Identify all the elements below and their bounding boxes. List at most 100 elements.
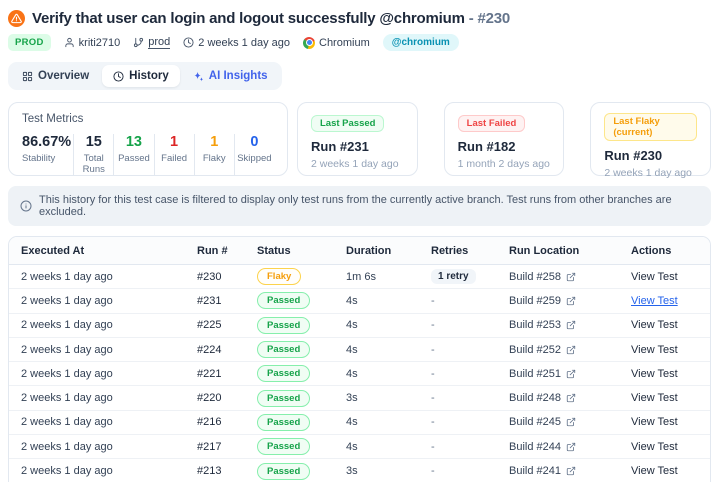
view-test-link[interactable]: View Test: [631, 343, 678, 356]
build-link-label: Build #241: [509, 465, 561, 478]
cell-retries: -: [431, 392, 435, 405]
last-flaky-badge: Last Flaky (current): [604, 113, 698, 141]
col-status: Status: [257, 244, 291, 257]
status-badge: Passed: [257, 438, 311, 456]
build-link[interactable]: Build #244: [509, 441, 576, 453]
cell-retries: -: [431, 465, 435, 478]
cell-run-number: #216: [197, 416, 222, 429]
cell-status: Passed: [257, 365, 346, 383]
cell-duration: 4s: [346, 294, 358, 307]
stat-skipped-label: Skipped: [237, 153, 272, 164]
stat-stability-label: Stability: [22, 153, 56, 164]
tab-ai-insights[interactable]: AI Insights: [182, 65, 279, 87]
view-test-link[interactable]: View Test: [631, 440, 678, 453]
last-passed-run: Run #231: [311, 139, 369, 154]
view-test-link[interactable]: View Test: [631, 416, 678, 429]
branch-link[interactable]: prod: [148, 36, 171, 49]
external-link-icon: [566, 272, 576, 281]
metrics-stats-row: 86.67% Stability 15 Total Runs 13 Passed…: [22, 134, 274, 175]
last-failed-badge: Last Failed: [457, 115, 526, 132]
stat-passed: 13 Passed: [114, 134, 155, 175]
last-passed-card[interactable]: Last Passed Run #231 2 weeks 1 day ago: [297, 102, 418, 176]
status-badge: Passed: [257, 413, 311, 431]
cell-retries: 1 retry: [431, 269, 476, 285]
col-actions: Actions: [631, 244, 672, 257]
build-link[interactable]: Build #252: [509, 344, 576, 356]
cell-run-number: #221: [197, 367, 222, 380]
cell-duration: 4s: [346, 319, 358, 332]
tab-ai-insights-label: AI Insights: [208, 70, 268, 82]
build-link[interactable]: Build #258: [509, 271, 576, 283]
external-link-icon: [566, 393, 576, 403]
table-row: 2 weeks 1 day ago #230 Flaky 1m 6s 1 ret…: [9, 265, 710, 290]
table-row: 2 weeks 1 day ago #216 Passed 4s - Build…: [9, 411, 710, 436]
status-badge: Flaky: [257, 268, 302, 286]
cell-run-location: Build #253: [509, 319, 631, 331]
col-retries: Retries: [431, 244, 469, 257]
page-header: Verify that user can login and logout su…: [8, 10, 711, 27]
cell-actions: View Test: [631, 441, 710, 453]
status-badge: Passed: [257, 462, 311, 480]
build-link[interactable]: Build #251: [509, 368, 576, 380]
cell-duration: 4s: [346, 416, 358, 429]
cell-duration: 3s: [346, 465, 358, 478]
cell-executed-at: 2 weeks 1 day ago: [21, 319, 113, 332]
build-link[interactable]: Build #245: [509, 416, 576, 428]
cell-retries: -: [431, 440, 435, 453]
stat-skipped-value: 0: [250, 134, 259, 150]
cell-retries: -: [431, 343, 435, 356]
cell-status: Passed: [257, 341, 346, 359]
cell-executed-at: 2 weeks 1 day ago: [21, 294, 113, 307]
build-link[interactable]: Build #259: [509, 295, 576, 307]
tab-history[interactable]: History: [102, 65, 180, 87]
author-name: kriti2710: [78, 36, 121, 49]
cell-actions: View Test: [631, 465, 710, 477]
cell-duration: 3s: [346, 392, 358, 405]
build-link[interactable]: Build #248: [509, 392, 576, 404]
cell-status: Passed: [257, 438, 346, 456]
cell-actions: View Test: [631, 416, 710, 428]
view-test-link[interactable]: View Test: [631, 294, 678, 307]
col-duration: Duration: [346, 244, 392, 257]
stat-flaky-value: 1: [210, 134, 219, 150]
view-test-link[interactable]: View Test: [631, 270, 678, 283]
external-link-icon: [566, 345, 576, 354]
cell-actions: View Test: [631, 319, 710, 331]
tab-history-label: History: [129, 70, 169, 82]
last-failed-time: 1 month 2 days ago: [457, 158, 550, 170]
sparkles-icon: [194, 71, 203, 81]
view-test-link[interactable]: View Test: [631, 392, 678, 405]
tag-badge-chromium[interactable]: @chromium: [382, 34, 459, 51]
cell-retries: -: [431, 416, 435, 429]
build-link[interactable]: Build #241: [509, 465, 576, 477]
stat-flaky: 1 Flaky: [195, 134, 235, 175]
stat-stability: 86.67% Stability: [22, 134, 75, 175]
cell-executed-at: 2 weeks 1 day ago: [21, 367, 113, 380]
stat-flaky-label: Flaky: [202, 153, 226, 164]
last-flaky-card[interactable]: Last Flaky (current) Run #230 2 weeks 1 …: [590, 102, 712, 179]
last-failed-card[interactable]: Last Failed Run #182 1 month 2 days ago: [443, 102, 565, 176]
cell-actions: View Test: [631, 368, 710, 380]
cell-actions: View Test: [631, 344, 710, 356]
tab-overview[interactable]: Overview: [11, 65, 100, 87]
stat-failed: 1 Failed: [155, 134, 195, 175]
cell-run-number: #224: [197, 343, 222, 356]
env-badge: PROD: [8, 34, 51, 51]
cell-retries: -: [431, 294, 435, 307]
build-link-label: Build #251: [509, 367, 561, 380]
table-row: 2 weeks 1 day ago #224 Passed 4s - Build…: [9, 338, 710, 363]
browser-item: Chromium: [303, 36, 370, 49]
build-link[interactable]: Build #253: [509, 319, 576, 331]
build-link-label: Build #252: [509, 343, 561, 356]
view-test-link[interactable]: View Test: [631, 465, 678, 478]
view-test-link[interactable]: View Test: [631, 367, 678, 380]
build-link-label: Build #245: [509, 416, 561, 429]
status-badge: Passed: [257, 341, 311, 359]
last-passed-time: 2 weeks 1 day ago: [311, 158, 399, 170]
stat-passed-value: 13: [125, 134, 142, 150]
run-history-table: Executed At Run # Status Duration Retrie…: [8, 236, 711, 482]
view-test-link[interactable]: View Test: [631, 319, 678, 332]
cell-duration: 1m 6s: [346, 270, 376, 283]
cell-executed-at: 2 weeks 1 day ago: [21, 392, 113, 405]
build-link-label: Build #258: [509, 270, 561, 283]
